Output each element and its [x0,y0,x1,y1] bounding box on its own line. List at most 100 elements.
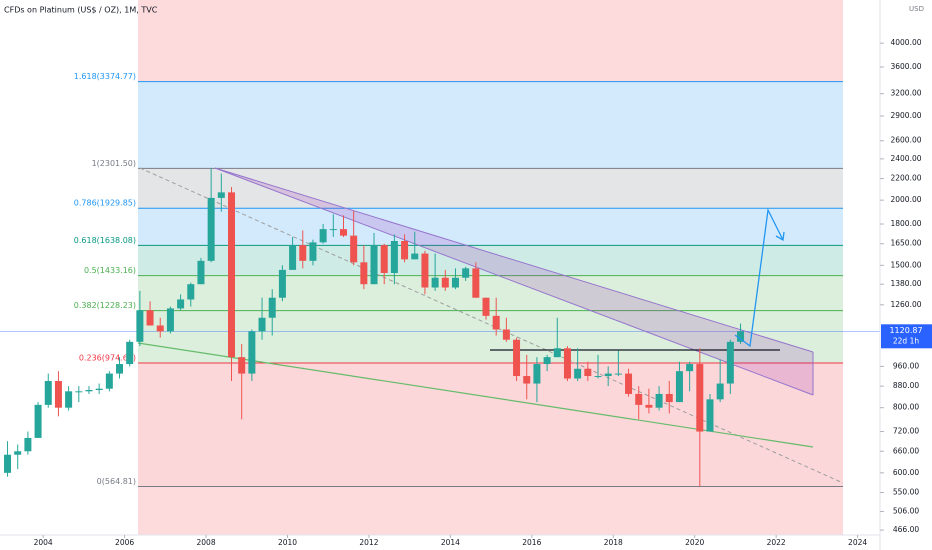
candle-body [95,388,103,390]
fib-band [138,208,843,246]
y-tick-label: 2000.00 [890,195,921,204]
y-tick-label: 1260.00 [890,300,921,309]
candle-body [533,364,541,384]
y-tick-label: 960.00 [893,361,919,370]
candle-body [136,310,144,342]
candle-body [116,364,124,374]
candle-body [472,268,480,298]
candle-body [451,277,459,288]
candle-body [126,341,134,365]
candle-body [482,297,490,316]
candle-body [44,381,52,405]
fib-band [138,275,843,311]
candle-body [105,373,113,389]
x-tick-label: 2022 [767,538,786,547]
candle-body [197,260,205,285]
countdown-label: 22d 1h [893,336,919,345]
fib-retracement: 1.618(3374.77) 1(2301.50) 0.786(1929.85) 0.… [0,0,880,535]
y-tick-label: 2900.00 [890,111,921,120]
x-tick-label: 2024 [848,538,867,547]
candle-body [441,277,449,288]
candle-body [584,368,592,377]
candle-body [350,235,358,263]
candle-body [329,229,337,231]
candle-body [187,284,195,300]
candle-body [268,297,276,318]
x-tick-label: 2018 [604,538,623,547]
candle-body [513,339,521,377]
chart-title: CFDs on Platinum (US$ / OZ), 1M, TVC [4,6,158,15]
fib-band [138,310,843,363]
candle-body [614,373,622,375]
y-tick-label: 1380.00 [890,279,921,288]
fib-level-label: 0.5(1433.16) [84,266,136,275]
candle-body [411,253,419,260]
candle-body [421,253,429,288]
candle-body [594,376,602,378]
fib-band [138,362,843,487]
candle-body [390,241,398,273]
candle-body [85,389,93,392]
candle-body [289,245,297,270]
y-tick-label: 466.00 [893,525,919,534]
fib-band [138,81,843,169]
fib-band [138,245,843,276]
x-tick-label: 2014 [441,538,460,547]
x-tick-label: 2010 [278,538,297,547]
y-tick-label: 1650.00 [890,239,921,248]
x-tick-label: 2006 [115,538,134,547]
time-axis [0,535,932,550]
candle-body [75,391,83,393]
candle-body [207,197,215,261]
candle-body [635,393,643,405]
candle-body [401,241,409,260]
fib-band [138,245,843,276]
y-tick-label: 720.00 [893,427,919,436]
trend-line [214,167,814,353]
y-tick-label: 3600.00 [890,62,921,71]
price-axis [880,0,932,550]
candle-body [655,393,663,408]
candle-body [65,391,73,408]
y-tick-label: 550.00 [893,488,919,497]
candle-body [553,348,561,358]
y-tick-label: 880.00 [893,381,919,390]
candle-body [462,268,470,278]
candle-body [146,310,154,326]
fib-band [138,275,843,311]
x-tick-label: 2012 [359,538,378,547]
fib-level-label: 0.618(1638.08) [74,236,136,245]
candle-body [156,325,164,332]
fib-band [138,168,843,209]
candle-body [523,376,531,384]
candle-body [726,341,734,384]
candle-body [177,299,185,309]
candle-body [228,192,236,358]
y-tick-label: 3200.00 [890,89,921,98]
fib-band [138,168,843,209]
fib-level-label: 1.618(3374.77) [74,72,136,81]
candle-body [24,437,32,452]
candle-body [431,277,439,288]
x-tick-label: 2004 [34,538,53,547]
candle-body [574,368,582,379]
axes: 4000.00 3600.00 3200.00 2900.00 2600.00 2400.… [34,38,932,547]
candle-body [309,242,317,261]
candle-body [665,393,673,403]
candle-body [716,383,724,400]
candle-body [370,245,378,285]
y-tick-label: 2400.00 [890,154,921,163]
candle-body [217,192,225,198]
candle-body [543,357,551,365]
y-tick-label: 600.00 [893,468,919,477]
candle-body [278,269,286,298]
candle-body [675,371,683,403]
candle-body [14,451,22,455]
y-tick-label: 4000.00 [890,38,921,47]
candle-body [737,331,745,342]
candle-body [380,245,388,273]
arrow-head [775,231,785,242]
fib-band [138,310,843,363]
y-tick-label: 1800.00 [890,219,921,228]
x-tick-label: 2016 [522,538,541,547]
